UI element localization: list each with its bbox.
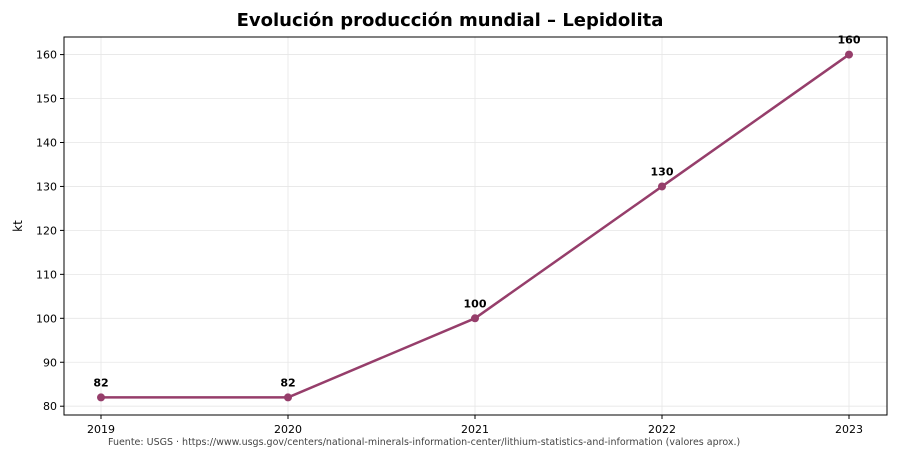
data-label: 82 [280, 376, 295, 389]
series-layer [97, 50, 853, 402]
y-axis: 80 90 100 110 120 130 140 150 160 [36, 49, 64, 413]
data-point [658, 182, 666, 191]
data-label-layer: 82 82 100 130 160 [93, 34, 860, 390]
x-tick-label: 2023 [835, 423, 863, 436]
data-point [97, 393, 105, 402]
data-label: 100 [464, 297, 487, 310]
y-tick-label: 100 [36, 312, 57, 325]
data-point [284, 393, 292, 402]
x-tick-label: 2019 [87, 423, 115, 436]
y-axis-label: kt [11, 220, 25, 232]
x-tick-label: 2021 [461, 423, 489, 436]
y-tick-label: 80 [43, 400, 57, 413]
data-label: 160 [838, 34, 861, 47]
data-label: 82 [93, 376, 108, 389]
x-tick-label: 2020 [274, 423, 302, 436]
x-tick-label: 2022 [648, 423, 676, 436]
y-tick-label: 120 [36, 224, 57, 237]
data-point [845, 50, 853, 59]
plot-frame [63, 36, 888, 416]
y-tick-label: 90 [43, 356, 57, 369]
x-axis: 2019 2020 2021 2022 2023 [87, 415, 863, 436]
data-label: 130 [651, 165, 674, 178]
y-tick-label: 150 [36, 93, 57, 106]
source-footnote: Fuente: USGS · https://www.usgs.gov/cent… [108, 437, 741, 448]
y-tick-label: 160 [36, 49, 57, 62]
y-tick-label: 140 [36, 136, 57, 149]
y-tick-label: 130 [36, 180, 57, 193]
data-point [471, 314, 479, 323]
y-tick-label: 110 [36, 268, 57, 281]
chart-title: Evolución producción mundial – Lepidolit… [236, 10, 664, 31]
grid-layer [64, 37, 887, 415]
